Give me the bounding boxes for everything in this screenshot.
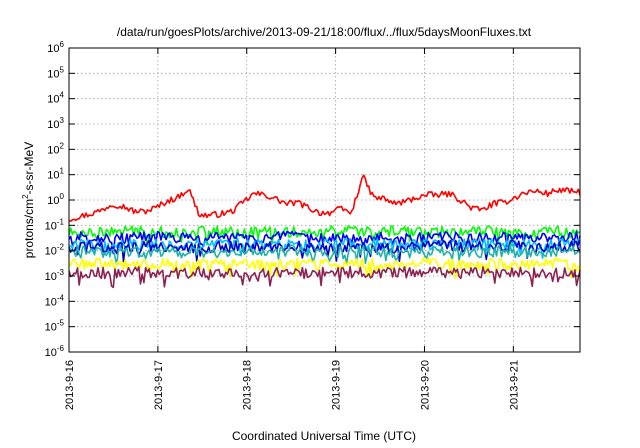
y-tick-base: 10 <box>45 347 57 359</box>
y-tick-exponent: -4 <box>57 293 65 302</box>
series-line-7 <box>68 265 581 289</box>
y-tick-exponent: -5 <box>57 319 65 328</box>
y-tick-base: 10 <box>47 68 59 80</box>
y-tick-base: 10 <box>45 322 57 334</box>
y-tick-base: 10 <box>47 94 59 106</box>
y-tick-exponent: -2 <box>57 243 65 252</box>
y-axis-label: protons/cm2-s-sr-MeV <box>21 142 36 258</box>
x-tick-label: 2013-9-20 <box>419 360 431 410</box>
y-tick-label: 10-5 <box>45 319 65 334</box>
y-tick-base: 10 <box>47 43 59 55</box>
data-series-group <box>68 174 581 289</box>
y-tick-label: 10-3 <box>45 268 65 283</box>
y-tick-label: 100 <box>47 192 64 207</box>
x-axis-label: Coordinated Universal Time (UTC) <box>232 429 416 443</box>
y-tick-base: 10 <box>45 246 57 258</box>
y-tick-base: 10 <box>45 220 57 232</box>
y-tick-exponent: 2 <box>60 141 65 150</box>
y-axis-label-superscript: 2 <box>21 194 30 199</box>
y-tick-label: 106 <box>47 40 64 55</box>
x-tick-label: 2013-9-21 <box>508 360 520 410</box>
y-tick-label: 102 <box>47 141 64 156</box>
y-tick-exponent: -3 <box>57 268 65 277</box>
y-axis-label-main: protons/cm <box>22 199 36 258</box>
x-tick-label: 2013-9-17 <box>153 360 165 410</box>
y-tick-label: 103 <box>47 116 64 131</box>
grid-lines <box>69 48 580 352</box>
y-tick-label: 101 <box>47 167 64 182</box>
y-tick-exponent: 4 <box>60 91 65 100</box>
y-axis-label-units: -s-sr-MeV <box>22 142 36 195</box>
y-tick-exponent: 1 <box>60 167 65 176</box>
series-line-0 <box>68 174 581 222</box>
y-tick-label: 10-6 <box>45 344 65 359</box>
y-tick-base: 10 <box>47 195 59 207</box>
series-line-5 <box>68 244 581 266</box>
chart-title: /data/run/goesPlots/archive/2013-09-21/1… <box>117 25 532 39</box>
y-tick-base: 10 <box>45 296 57 308</box>
y-tick-label: 105 <box>47 65 64 80</box>
x-tick-label: 2013-9-18 <box>242 360 254 410</box>
y-tick-exponent: 5 <box>60 65 65 74</box>
x-tick-label: 2013-9-16 <box>64 360 76 410</box>
x-tick-label: 2013-9-19 <box>331 360 343 410</box>
y-tick-exponent: 3 <box>60 116 65 125</box>
y-tick-label: 10-1 <box>45 217 65 232</box>
x-axis: 2013-9-16 2013-9-17 2013-9-18 2013-9-19 2013… <box>64 48 520 410</box>
y-tick-label: 10-2 <box>45 243 65 258</box>
y-tick-exponent: 6 <box>60 40 65 49</box>
y-tick-exponent: -6 <box>57 344 65 353</box>
y-tick-base: 10 <box>47 170 59 182</box>
y-tick-base: 10 <box>47 119 59 131</box>
y-tick-exponent: -1 <box>57 217 65 226</box>
y-tick-exponent: 0 <box>60 192 65 201</box>
series-line-2 <box>68 230 581 255</box>
y-tick-base: 10 <box>47 144 59 156</box>
y-tick-label: 10-4 <box>45 293 65 308</box>
y-axis: 10-610-510-410-310-210-11001011021031041… <box>45 40 580 359</box>
series-line-6 <box>68 257 581 280</box>
y-tick-label: 104 <box>47 91 64 106</box>
y-tick-base: 10 <box>45 271 57 283</box>
